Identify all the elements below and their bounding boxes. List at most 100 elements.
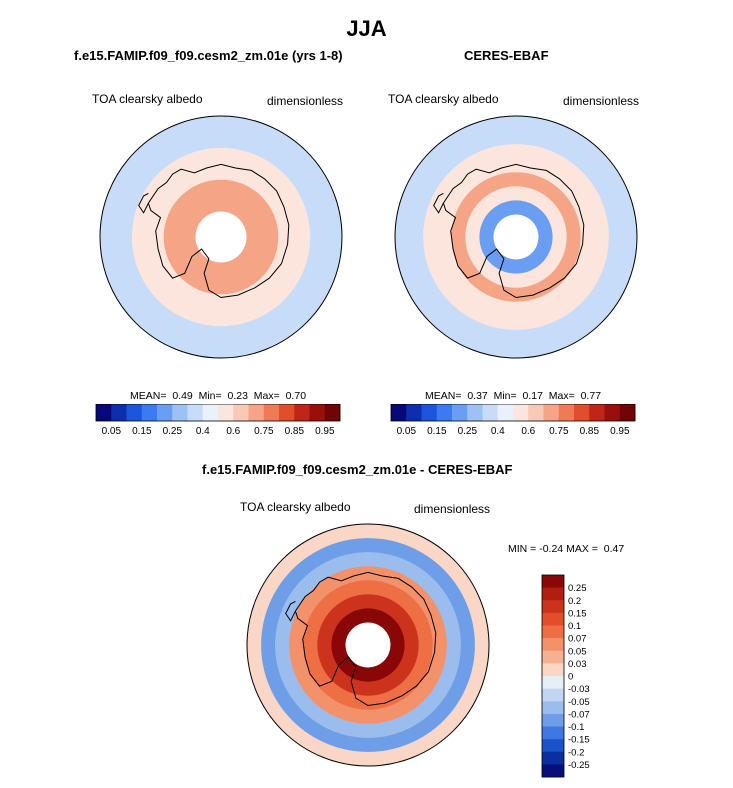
colorbar-tick-label: -0.2	[568, 747, 584, 758]
colorbar-swatch	[294, 404, 310, 421]
panel3-stats: MIN = -0.24 MAX = 0.47	[508, 543, 624, 555]
colorbar-swatch	[141, 404, 158, 421]
colorbar-swatch	[497, 404, 514, 421]
colorbar-swatch	[542, 638, 564, 652]
colorbar-tick-label: 0.95	[315, 426, 335, 437]
colorbar-tick-label: 0.03	[568, 659, 587, 670]
panel2-mean-value: 0.37	[467, 390, 488, 402]
panel3-min-value: -0.24	[539, 543, 564, 555]
colorbar-swatch	[421, 404, 438, 421]
panel1-min-label: Min=	[198, 390, 222, 402]
colorbar-swatch	[528, 404, 544, 421]
colorbar-swatch	[279, 404, 295, 421]
panel3-min-label: MIN =	[508, 543, 537, 555]
colorbar-tick-label: 0.6	[521, 426, 535, 437]
colorbar-swatch	[542, 625, 564, 639]
map-boundary	[246, 523, 490, 767]
colorbar-tick-label: 0.25	[458, 426, 478, 437]
colorbar-tick-label: -0.15	[568, 735, 590, 746]
map-boundary	[99, 115, 343, 359]
colorbar-tick-label: 0.85	[580, 426, 600, 437]
colorbar-tick-label: 0.25	[163, 426, 183, 437]
colorbar-swatch	[309, 404, 326, 421]
zonal-band-6	[195, 211, 247, 263]
antarctic-coastline	[294, 571, 437, 707]
colorbar-swatch	[202, 404, 219, 421]
colorbar-tick-label: 0.75	[254, 426, 274, 437]
colorbar-tick-label: -0.25	[568, 760, 590, 771]
colorbar-tick-label: 0.4	[491, 426, 505, 437]
colorbar-swatch	[558, 404, 575, 421]
colorbar-tick-label: 0.07	[568, 634, 587, 645]
colorbar-swatch	[542, 575, 564, 588]
colorbar-tick-label: -0.05	[568, 697, 590, 708]
panel3-colorbar: 0.250.20.150.10.070.050.030-0.03-0.05-0.…	[541, 574, 590, 778]
colorbar-tick-label: 0.4	[196, 426, 210, 437]
zonal-band-7	[493, 214, 539, 260]
colorbar-tick-label: -0.03	[568, 684, 590, 695]
colorbar-swatch	[604, 404, 621, 421]
colorbar-swatch	[157, 404, 173, 421]
antarctic-peninsula	[433, 192, 444, 214]
panel3-right-label: dimensionless	[414, 502, 491, 516]
colorbar-swatch	[248, 404, 265, 421]
colorbar-swatch	[406, 404, 422, 421]
colorbar-tick-label: 0	[568, 672, 573, 683]
colorbar-swatch	[542, 676, 564, 689]
panel2-min-value: 0.17	[522, 390, 543, 402]
colorbar-swatch	[542, 764, 564, 778]
colorbar-swatch	[542, 726, 564, 740]
colorbar-tick-label: -0.1	[568, 722, 584, 733]
colorbar-tick-label: 0.1	[568, 621, 581, 632]
panel1-title: f.e15.FAMIP.f09_f09.cesm2_zm.01e (yrs 1-…	[74, 48, 343, 63]
panel2-min-label: Min=	[493, 390, 517, 402]
colorbar-frame	[95, 404, 341, 422]
colorbar-swatch	[574, 404, 590, 421]
colorbar-swatch	[218, 404, 234, 421]
colorbar-frame	[541, 574, 565, 778]
antarctic-peninsula	[138, 192, 149, 214]
panel3-left-label: TOA clearsky albedo	[240, 500, 351, 514]
colorbar-tick-label: 0.6	[226, 426, 240, 437]
colorbar-swatch	[513, 404, 529, 421]
colorbar-swatch	[111, 404, 127, 421]
colorbar-swatch	[619, 404, 636, 421]
colorbar-tick-label: 0.25	[568, 583, 587, 594]
panel1-colorbar: 0.05 0.15 0.25 0.4 0.6 0.75 0.85 0.95	[95, 404, 341, 437]
colorbar-swatch	[391, 404, 407, 421]
panel3-max-label: MAX =	[566, 543, 598, 555]
colorbar-swatch	[589, 404, 605, 421]
panel2-title: CERES-EBAF	[464, 48, 549, 63]
colorbar-swatch	[542, 663, 564, 677]
colorbar-tick-label: 0.15	[427, 426, 447, 437]
colorbar-swatch	[542, 751, 564, 765]
panel2-colorbar: 0.05 0.15 0.25 0.4 0.6 0.75 0.85 0.95	[390, 404, 636, 437]
colorbar-swatch	[542, 739, 564, 753]
colorbar-swatch	[467, 404, 483, 421]
colorbar-swatch	[542, 600, 564, 614]
panel2-left-label: TOA clearsky albedo	[388, 92, 499, 106]
panel1-stats: MEAN= 0.49 Min= 0.23 Max= 0.70	[130, 390, 306, 402]
colorbar-swatch	[542, 650, 564, 664]
colorbar-tick-label: 0.95	[610, 426, 630, 437]
panel2-mean-label: MEAN=	[425, 390, 462, 402]
colorbar-tick-label: 0.05	[397, 426, 417, 437]
colorbar-tick-label: 0.15	[568, 608, 587, 619]
colorbar-tick-label: 0.75	[549, 426, 569, 437]
colorbar-swatch	[263, 404, 280, 421]
panel1-max-value: 0.70	[285, 390, 307, 402]
colorbar-swatch	[542, 713, 564, 727]
panel1-mean-label: MEAN=	[130, 390, 167, 402]
antarctic-peninsula	[285, 600, 296, 622]
colorbar-tick-label: -0.07	[568, 709, 590, 720]
antarctic-coastline	[147, 163, 290, 299]
panel1-left-label: TOA clearsky albedo	[92, 92, 203, 106]
antarctic-coastline	[442, 163, 585, 299]
figure-suptitle: JJA	[346, 16, 387, 41]
panel1-mean-value: 0.49	[172, 390, 193, 402]
panel3-max-value: 0.47	[603, 543, 625, 555]
colorbar-swatch	[187, 404, 204, 421]
colorbar-swatch	[452, 404, 468, 421]
colorbar-swatch	[542, 701, 564, 715]
colorbar-tick-label: 0.05	[568, 646, 587, 657]
